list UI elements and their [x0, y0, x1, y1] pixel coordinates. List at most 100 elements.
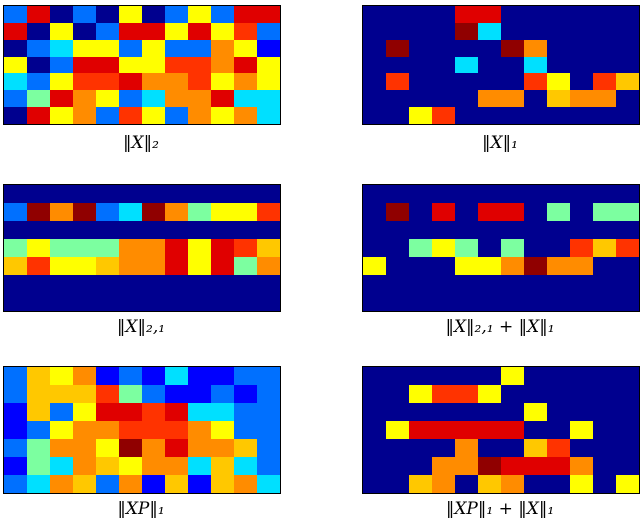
- heatmap-cell: [363, 90, 386, 107]
- heatmap-cell: [119, 6, 142, 23]
- heatmap-cell: [478, 403, 501, 421]
- heatmap-cell: [363, 6, 386, 23]
- caption-l1-norm: ‖X‖₁: [482, 133, 518, 153]
- heatmap-cell: [142, 457, 165, 475]
- heatmap-cell: [386, 185, 409, 203]
- heatmap-cell: [50, 57, 73, 73]
- heatmap-cell: [50, 40, 73, 57]
- heatmap-cell: [409, 73, 432, 90]
- heatmap-cell: [50, 439, 73, 457]
- heatmap-cell: [616, 73, 639, 90]
- heatmap-cell: [616, 203, 639, 221]
- heatmap-cell: [4, 73, 27, 90]
- heatmap-cell: [96, 457, 119, 475]
- heatmap-cell: [593, 40, 616, 57]
- heatmap-cell: [409, 257, 432, 275]
- heatmap-cell: [234, 90, 257, 107]
- heatmap-cell: [501, 475, 524, 493]
- heatmap-cell: [409, 90, 432, 107]
- heatmap-cell: [616, 439, 639, 457]
- heatmap-cell: [188, 403, 211, 421]
- heatmap-cell: [234, 421, 257, 439]
- heatmap-cell: [50, 107, 73, 124]
- heatmap-cell: [616, 107, 639, 124]
- heatmap-cell: [593, 457, 616, 475]
- heatmap-cell: [432, 73, 455, 90]
- heatmap-cell: [234, 203, 257, 221]
- heatmap-cell: [234, 439, 257, 457]
- heatmap-cell: [165, 421, 188, 439]
- heatmap-cell: [257, 475, 280, 493]
- caption-l21-plus-l1: ‖X‖₂,₁ + ‖X‖₁: [445, 317, 555, 337]
- heatmap-cell: [547, 293, 570, 311]
- heatmap-cell: [524, 385, 547, 403]
- heatmap-cell: [142, 221, 165, 239]
- heatmap-cell: [386, 203, 409, 221]
- heatmap-cell: [165, 367, 188, 385]
- heatmap-cell: [616, 403, 639, 421]
- heatmap-cell: [211, 90, 234, 107]
- heatmap-cell: [96, 257, 119, 275]
- heatmap-cell: [27, 367, 50, 385]
- heatmap-cell: [455, 40, 478, 57]
- heatmap-cell: [386, 239, 409, 257]
- heatmap-cell: [234, 275, 257, 293]
- heatmap-cell: [363, 185, 386, 203]
- heatmap-cell: [524, 40, 547, 57]
- heatmap-cell: [363, 403, 386, 421]
- heatmap-cell: [211, 403, 234, 421]
- heatmap-cell: [188, 457, 211, 475]
- heatmap-cell: [524, 257, 547, 275]
- heatmap-cell: [96, 6, 119, 23]
- heatmap-cell: [386, 439, 409, 457]
- heatmap-cell: [73, 185, 96, 203]
- caption-l2-norm: ‖X‖₂: [123, 133, 159, 153]
- heatmap-cell: [409, 6, 432, 23]
- heatmap-cell: [570, 73, 593, 90]
- heatmap-cell: [616, 40, 639, 57]
- heatmap-cell: [119, 385, 142, 403]
- heatmap-cell: [501, 275, 524, 293]
- heatmap-cell: [257, 90, 280, 107]
- heatmap-cell: [570, 293, 593, 311]
- heatmap-cell: [234, 57, 257, 73]
- heatmap-cell: [73, 439, 96, 457]
- heatmap-cell: [409, 403, 432, 421]
- heatmap-cell: [455, 90, 478, 107]
- heatmap-cell: [4, 367, 27, 385]
- heatmap-cell: [478, 257, 501, 275]
- heatmap-cell: [165, 403, 188, 421]
- heatmap-cell: [211, 107, 234, 124]
- heatmap-cell: [363, 23, 386, 40]
- heatmap-cell: [478, 439, 501, 457]
- heatmap-cell: [455, 73, 478, 90]
- heatmap-cell: [478, 293, 501, 311]
- heatmap-cell: [570, 23, 593, 40]
- heatmap-cell: [363, 57, 386, 73]
- heatmap-cell: [165, 439, 188, 457]
- heatmap-cell: [593, 107, 616, 124]
- heatmap-cell: [478, 57, 501, 73]
- heatmap-cell: [234, 221, 257, 239]
- heatmap-cell: [119, 257, 142, 275]
- heatmap-cell: [363, 275, 386, 293]
- heatmap-cell: [432, 23, 455, 40]
- heatmap-cell: [432, 275, 455, 293]
- heatmap-cell: [27, 457, 50, 475]
- heatmap-cell: [547, 185, 570, 203]
- heatmap-cell: [524, 23, 547, 40]
- heatmap-cell: [501, 40, 524, 57]
- heatmap-cell: [570, 275, 593, 293]
- heatmap-cell: [524, 275, 547, 293]
- heatmap-cell: [257, 403, 280, 421]
- heatmap-cell: [547, 257, 570, 275]
- heatmap-cell: [142, 6, 165, 23]
- heatmap-cell: [432, 367, 455, 385]
- heatmap-cell: [570, 203, 593, 221]
- heatmap-cell: [363, 457, 386, 475]
- heatmap-cell: [363, 385, 386, 403]
- heatmap-cell: [547, 90, 570, 107]
- heatmap-cell: [73, 203, 96, 221]
- heatmap-cell: [165, 385, 188, 403]
- heatmap-cell: [27, 439, 50, 457]
